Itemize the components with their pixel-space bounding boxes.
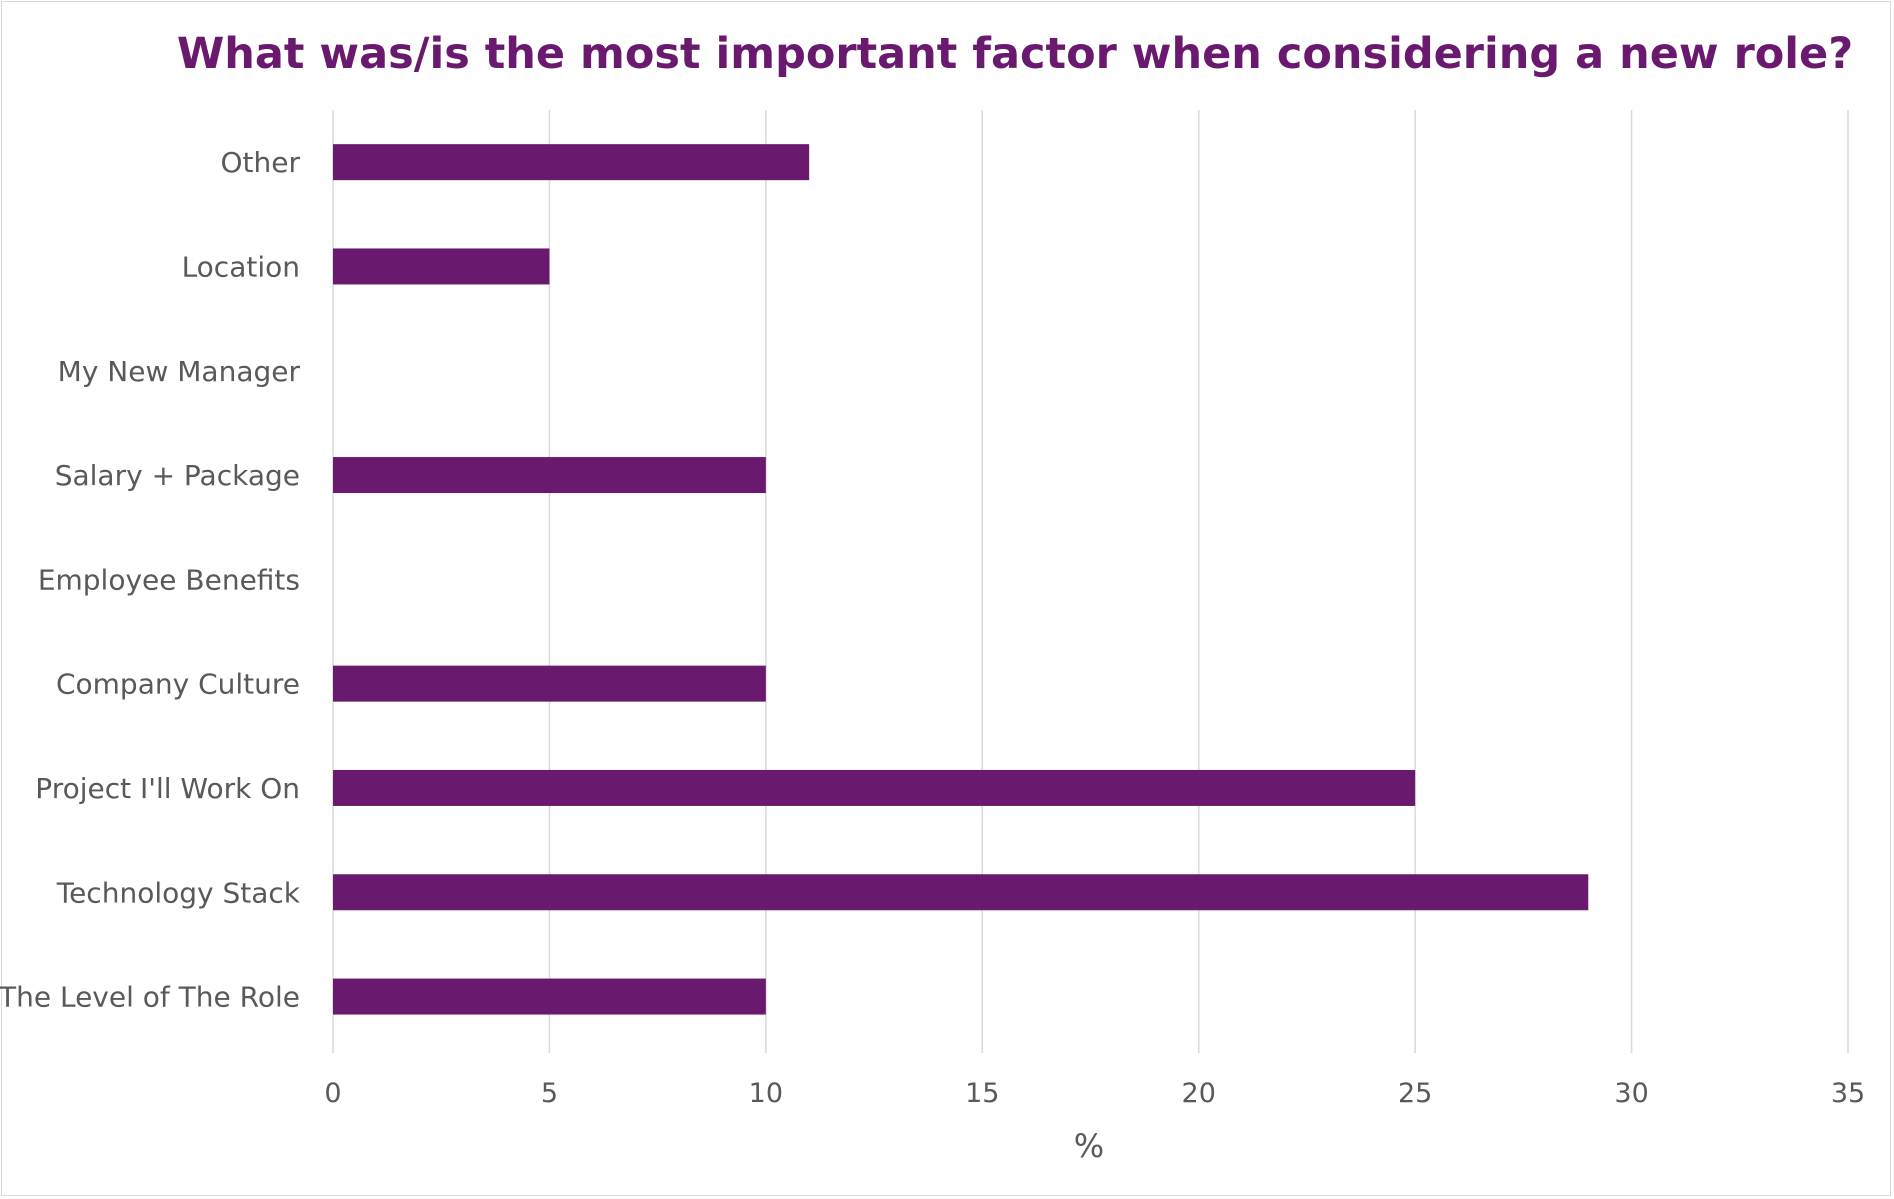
category-label: My New Manager <box>58 355 301 388</box>
category-label: Employee Benefits <box>38 563 300 596</box>
gridlines <box>332 110 1849 1053</box>
x-tick-label: 30 <box>1614 1078 1648 1109</box>
bar <box>333 874 1589 911</box>
category-label: Salary + Package <box>55 459 300 492</box>
x-tick-label: 10 <box>749 1078 783 1109</box>
bar <box>333 769 1416 806</box>
category-labels: Other Location My New Manager Salary + Pack… <box>0 146 301 1013</box>
x-tick-label: 25 <box>1398 1078 1432 1109</box>
x-tick-label: 0 <box>324 1078 341 1109</box>
x-tick-label: 15 <box>965 1078 999 1109</box>
bar <box>333 665 766 702</box>
category-label: Other <box>220 146 300 179</box>
category-label: Project I'll Work On <box>35 772 300 805</box>
x-tick-label: 20 <box>1182 1078 1216 1109</box>
bar <box>333 457 766 494</box>
x-tick-label: 5 <box>541 1078 558 1109</box>
category-label: The Level of The Role <box>0 981 300 1014</box>
category-label: Location <box>182 250 300 283</box>
chart-title: What was/is the most important factor wh… <box>177 29 1853 79</box>
bar <box>333 978 766 1015</box>
bars <box>333 144 1589 1015</box>
bar <box>333 248 550 285</box>
x-axis-title: % <box>1074 1127 1104 1165</box>
category-label: Company Culture <box>56 668 300 701</box>
bar <box>333 144 810 181</box>
category-label: Technology Stack <box>56 876 301 909</box>
x-tick-labels: 0 5 10 15 20 25 30 35 <box>324 1078 1865 1109</box>
x-tick-label: 35 <box>1831 1078 1865 1109</box>
